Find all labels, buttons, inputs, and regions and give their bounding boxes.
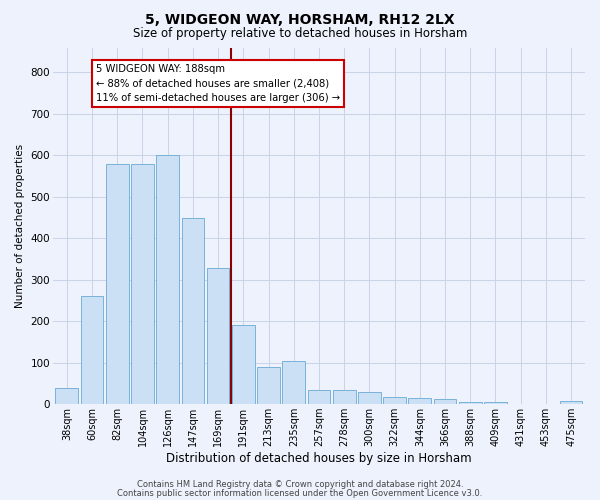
Bar xyxy=(232,324,254,404)
Bar xyxy=(484,402,507,404)
Bar xyxy=(106,164,128,404)
X-axis label: Distribution of detached houses by size in Horsham: Distribution of detached houses by size … xyxy=(166,452,472,465)
Bar xyxy=(80,296,103,404)
Text: Contains public sector information licensed under the Open Government Licence v3: Contains public sector information licen… xyxy=(118,488,482,498)
Bar xyxy=(283,362,305,404)
Bar xyxy=(257,367,280,404)
Y-axis label: Number of detached properties: Number of detached properties xyxy=(15,144,25,308)
Bar xyxy=(55,388,78,404)
Bar xyxy=(434,399,457,404)
Bar xyxy=(157,156,179,404)
Bar xyxy=(459,402,482,404)
Bar xyxy=(560,402,583,404)
Bar xyxy=(308,390,331,404)
Bar xyxy=(358,392,381,404)
Bar xyxy=(182,218,204,404)
Bar xyxy=(131,164,154,404)
Text: Contains HM Land Registry data © Crown copyright and database right 2024.: Contains HM Land Registry data © Crown c… xyxy=(137,480,463,489)
Bar xyxy=(207,268,229,404)
Text: 5, WIDGEON WAY, HORSHAM, RH12 2LX: 5, WIDGEON WAY, HORSHAM, RH12 2LX xyxy=(145,12,455,26)
Bar xyxy=(333,390,356,404)
Bar xyxy=(409,398,431,404)
Text: 5 WIDGEON WAY: 188sqm
← 88% of detached houses are smaller (2,408)
11% of semi-d: 5 WIDGEON WAY: 188sqm ← 88% of detached … xyxy=(95,64,340,103)
Text: Size of property relative to detached houses in Horsham: Size of property relative to detached ho… xyxy=(133,28,467,40)
Bar xyxy=(383,397,406,404)
